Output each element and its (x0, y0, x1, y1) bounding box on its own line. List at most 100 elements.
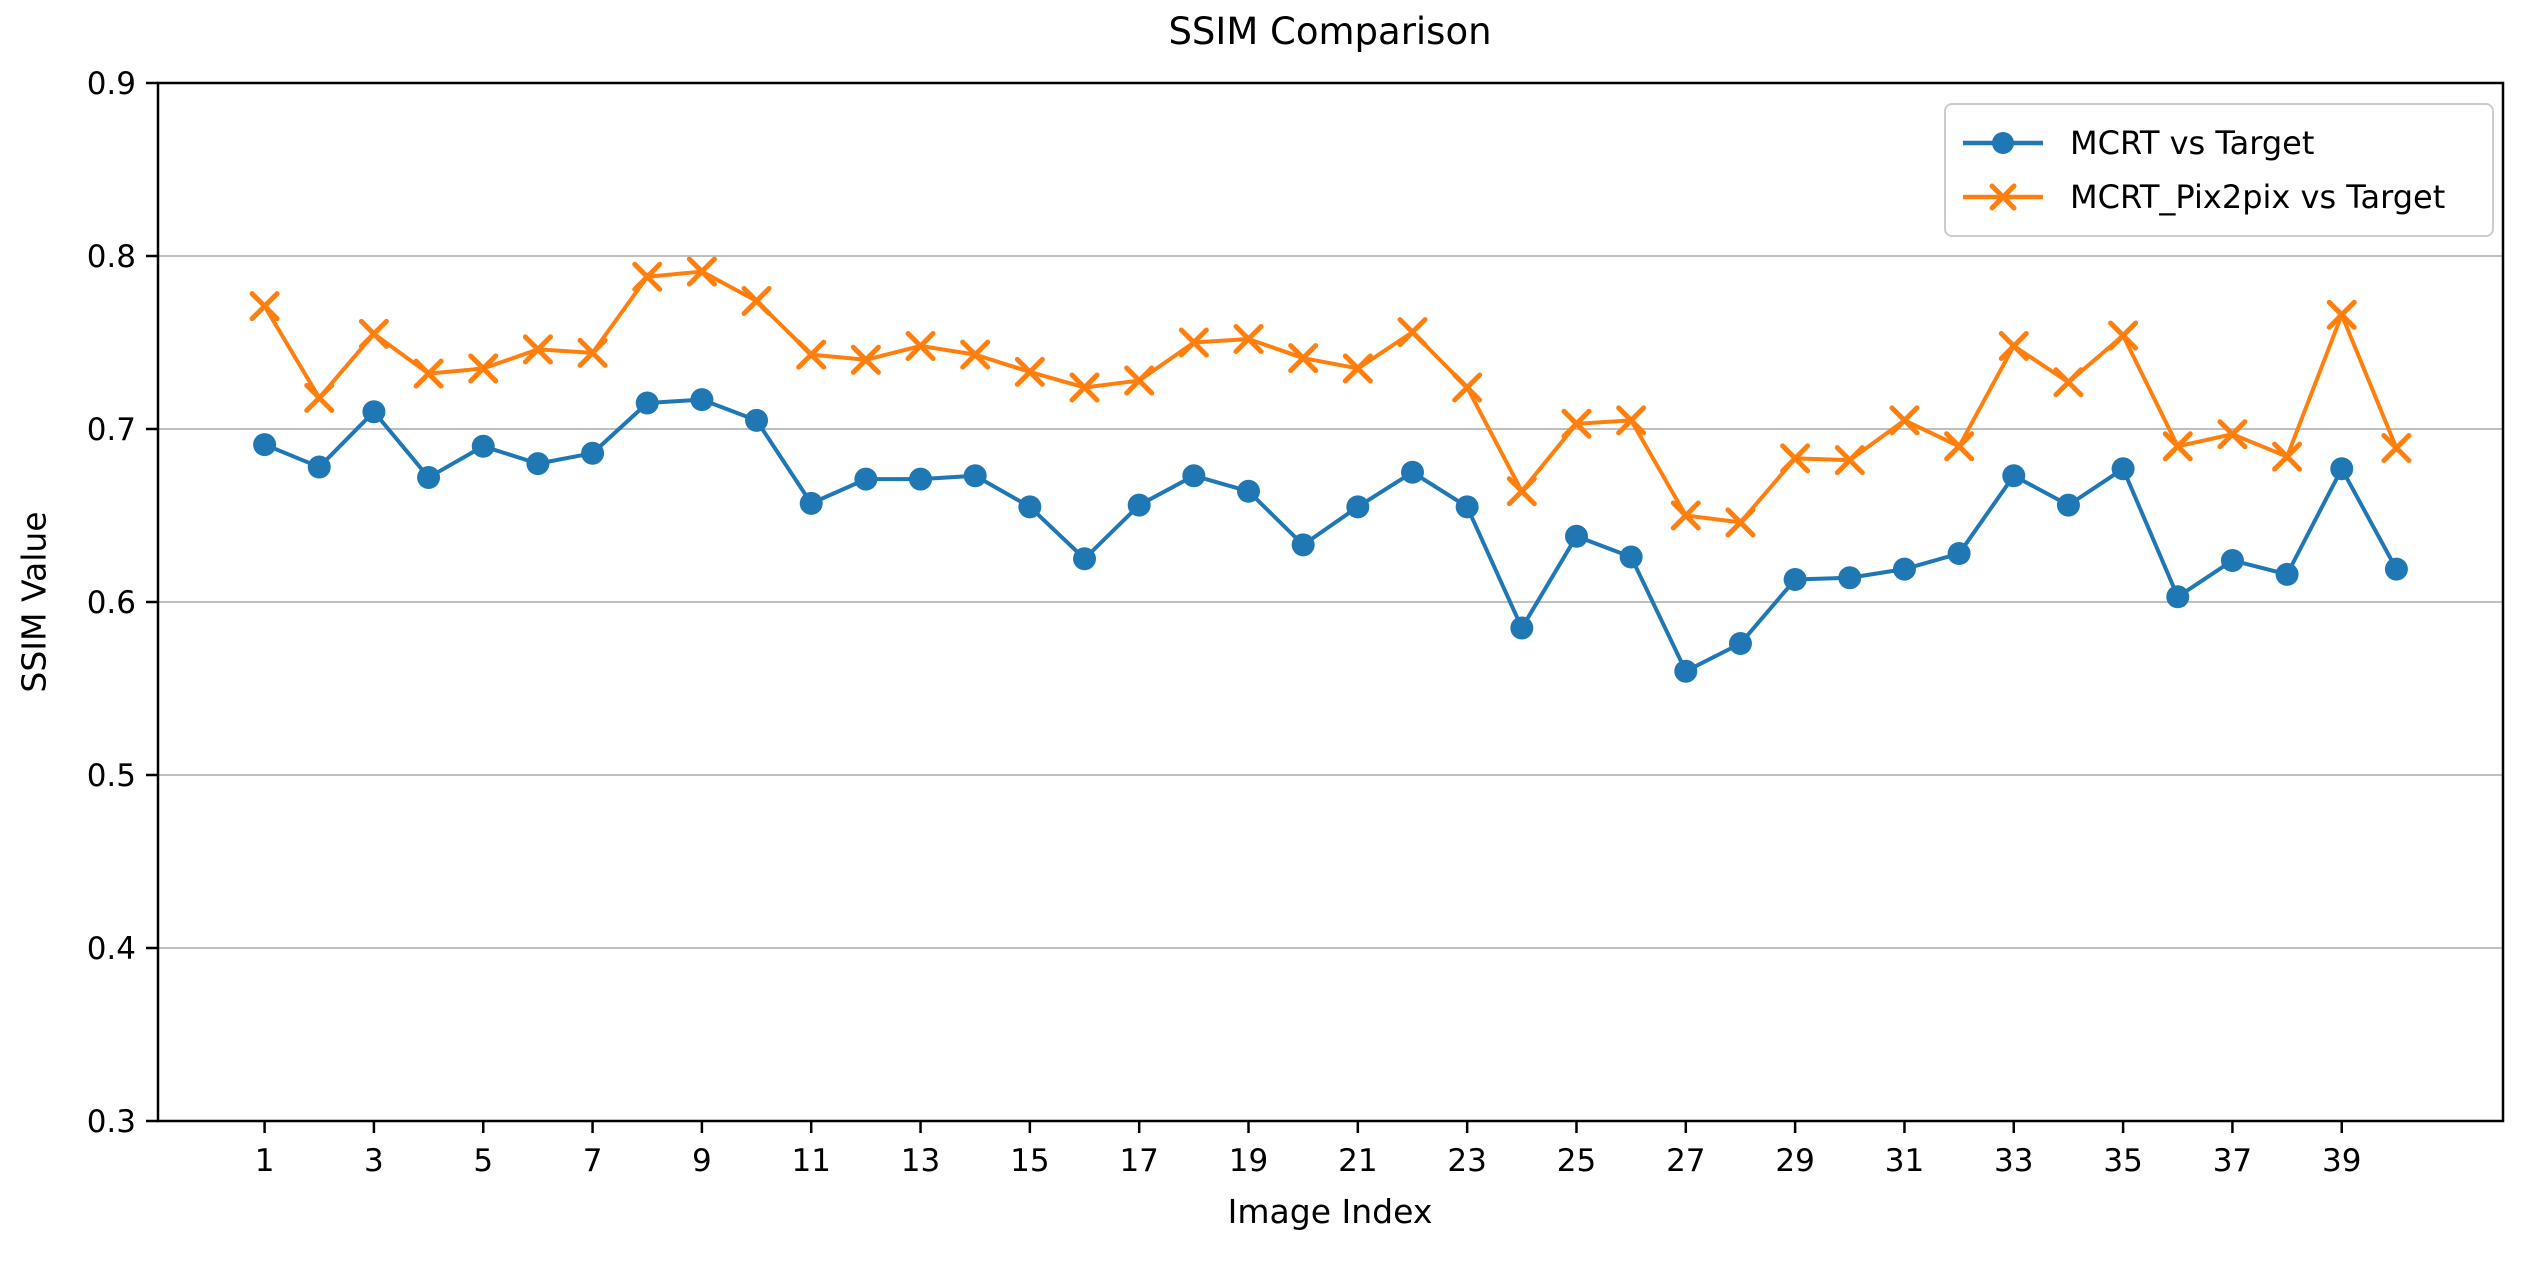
x-tick-label: 27 (1666, 1143, 1705, 1179)
data-point-circle (2330, 457, 2354, 481)
data-point-circle (1237, 479, 1261, 503)
legend-sample-x-marker-icon (1963, 183, 2043, 211)
data-point-x (413, 358, 444, 389)
data-point-x (1944, 431, 1975, 462)
data-point-x (741, 285, 772, 316)
data-point-x (1998, 330, 2029, 361)
data-point-x (1233, 324, 1264, 355)
data-point-circle (1892, 557, 1916, 581)
x-tick-label: 19 (1229, 1143, 1268, 1179)
x-tick-label: 3 (364, 1143, 384, 1179)
data-point-circle (1018, 495, 1042, 519)
data-point-circle (253, 433, 277, 457)
data-point-x (2272, 441, 2303, 472)
y-tick-label: 0.5 (87, 758, 136, 794)
data-point-circle (690, 388, 714, 412)
data-point-x (1014, 356, 1045, 387)
data-point-circle (799, 491, 823, 515)
data-point-circle (1783, 568, 1807, 592)
data-point-circle (2056, 493, 2080, 517)
data-point-circle (2384, 557, 2408, 581)
data-point-x (2217, 419, 2248, 450)
data-point-circle (1674, 659, 1698, 683)
series-line-0 (263, 397, 2399, 674)
y-tick-label: 0.6 (87, 585, 136, 621)
data-point-circle (635, 391, 659, 415)
x-tick-label: 11 (791, 1143, 830, 1179)
data-point-circle (417, 465, 441, 489)
data-point-circle (471, 434, 495, 458)
data-point-x (1780, 443, 1811, 474)
x-tick-label: 39 (2322, 1143, 2361, 1179)
data-point-x (249, 291, 280, 322)
data-point-circle (963, 464, 987, 488)
x-tick-label: 25 (1557, 1143, 1596, 1179)
data-point-x (905, 330, 936, 361)
data-point-circle (1947, 542, 1971, 566)
y-tick-label: 0.9 (87, 66, 136, 102)
data-point-circle (2166, 585, 2190, 609)
legend: MCRT vs Target MCRT_Pix2pix vs Target (1944, 103, 2494, 237)
data-point-circle (1182, 464, 1206, 488)
x-tick-label: 35 (2103, 1143, 2142, 1179)
data-point-x (1124, 365, 1155, 396)
data-point-x (2108, 320, 2139, 351)
data-point-x (1342, 353, 1373, 384)
data-point-x (1178, 327, 1209, 358)
data-point-x (1834, 445, 1865, 476)
legend-item-mcrt-pix2pix: MCRT_Pix2pix vs Target (1960, 175, 2492, 219)
y-tick-label: 0.4 (87, 931, 136, 967)
y-tick-label: 0.3 (87, 1104, 136, 1140)
data-point-x (2381, 433, 2412, 464)
data-point-x (1506, 476, 1537, 507)
data-point-x (850, 344, 881, 375)
data-point-x (632, 261, 663, 292)
data-point-x (1670, 500, 1701, 531)
data-point-x (2326, 299, 2357, 330)
chart-title: SSIM Comparison (1168, 10, 1492, 53)
data-point-circle (2220, 548, 2244, 572)
legend-label-mcrt-pix2pix: MCRT_Pix2pix vs Target (2070, 178, 2446, 216)
series-line-1 (262, 269, 2399, 525)
data-point-x (1397, 317, 1428, 348)
data-point-circle (745, 408, 769, 432)
data-point-x (577, 337, 608, 368)
x-tick-label: 21 (1338, 1143, 1377, 1179)
x-tick-label: 15 (1010, 1143, 1049, 1179)
data-point-circle (1564, 524, 1588, 548)
data-point-x (1069, 372, 1100, 403)
data-point-circle (2111, 457, 2135, 481)
data-point-circle (1400, 460, 1424, 484)
x-tick-label: 31 (1885, 1143, 1924, 1179)
x-axis-label: Image Index (1227, 1192, 1433, 1231)
x-tick-label: 23 (1447, 1143, 1486, 1179)
data-point-circle (2002, 464, 2026, 488)
x-tick-label: 29 (1775, 1143, 1814, 1179)
data-point-circle (581, 441, 605, 465)
x-tick-label: 5 (473, 1143, 493, 1179)
data-point-x (1561, 408, 1592, 439)
data-point-x (2053, 367, 2084, 398)
legend-item-mcrt: MCRT vs Target (1960, 121, 2492, 165)
data-point-circle (307, 455, 331, 479)
y-tick-label: 0.8 (87, 239, 136, 275)
data-point-circle (909, 467, 933, 491)
data-point-circle (1346, 495, 1370, 519)
data-point-circle (1127, 493, 1151, 517)
data-point-circle (526, 452, 550, 476)
data-point-circle (2275, 562, 2299, 586)
data-point-x (468, 353, 499, 384)
x-tick-label: 33 (1994, 1143, 2033, 1179)
y-tick-label: 0.7 (87, 412, 136, 448)
x-tick-label: 13 (901, 1143, 940, 1179)
data-point-x (1288, 343, 1319, 374)
x-tick-label: 37 (2213, 1143, 2252, 1179)
data-point-circle (1838, 566, 1862, 590)
x-tick-label: 1 (255, 1143, 275, 1179)
data-point-x (1616, 405, 1647, 436)
legend-sample-circle-marker-icon (1963, 132, 2043, 154)
data-point-x (960, 339, 991, 370)
data-point-circle (1291, 533, 1315, 557)
data-point-x (2162, 431, 2193, 462)
